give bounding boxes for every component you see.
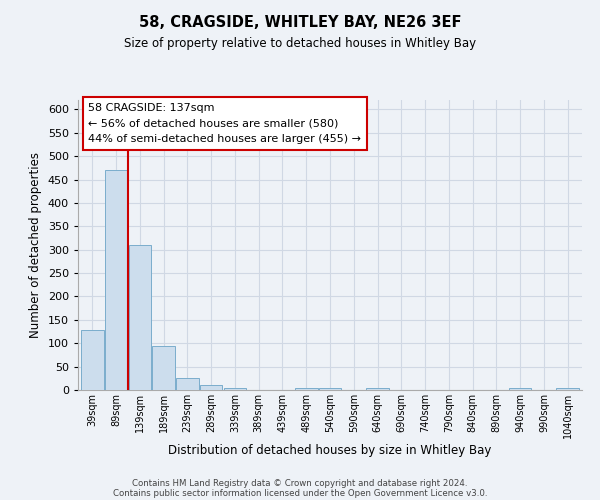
Bar (200, 386, 223, 390)
Bar (295, 388, 317, 390)
Bar (509, 388, 532, 390)
X-axis label: Distribution of detached houses by size in Whitley Bay: Distribution of detached houses by size … (169, 444, 491, 456)
Bar (366, 388, 389, 390)
Bar (224, 388, 246, 390)
Text: 58, CRAGSIDE, WHITLEY BAY, NE26 3EF: 58, CRAGSIDE, WHITLEY BAY, NE26 3EF (139, 15, 461, 30)
Text: 58 CRAGSIDE: 137sqm
← 56% of detached houses are smaller (580)
44% of semi-detac: 58 CRAGSIDE: 137sqm ← 56% of detached ho… (88, 103, 361, 144)
Bar (128, 245, 151, 390)
Bar (105, 170, 127, 390)
Bar (319, 388, 341, 390)
Bar (152, 346, 175, 390)
Bar (81, 330, 104, 390)
Bar (556, 388, 579, 390)
Text: Contains HM Land Registry data © Crown copyright and database right 2024.: Contains HM Land Registry data © Crown c… (132, 478, 468, 488)
Text: Contains public sector information licensed under the Open Government Licence v3: Contains public sector information licen… (113, 488, 487, 498)
Y-axis label: Number of detached properties: Number of detached properties (29, 152, 42, 338)
Bar (176, 378, 199, 390)
Text: Size of property relative to detached houses in Whitley Bay: Size of property relative to detached ho… (124, 38, 476, 51)
